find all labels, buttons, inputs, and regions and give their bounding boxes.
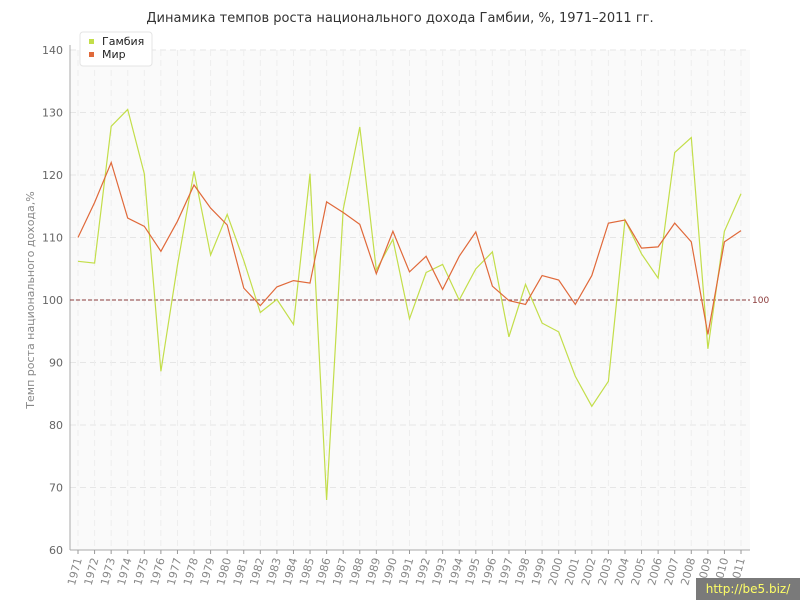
- watermark: http://be5.biz/: [696, 578, 800, 600]
- y-tick-label: 120: [42, 169, 63, 182]
- x-axis-ticks: 1971197219731974197519761977197819791980…: [65, 550, 748, 587]
- legend-entry: Гамбия: [102, 35, 144, 48]
- y-tick-label: 110: [42, 232, 63, 245]
- y-tick-label: 60: [49, 544, 63, 557]
- y-tick-label: 140: [42, 44, 63, 57]
- y-axis-label: Темп роста национального дохода,%: [24, 191, 37, 409]
- y-tick-label: 90: [49, 357, 63, 370]
- legend-box: [79, 31, 153, 67]
- reference-line-group: 100: [70, 296, 769, 306]
- y-axis-ticks: 60 70 80 90 100 110 120 130 140: [42, 44, 63, 557]
- legend-entry: Мир: [102, 48, 126, 61]
- series-line-gambia: [77, 108, 742, 501]
- series-line-world: [77, 160, 742, 335]
- y-tick-label: 130: [42, 107, 63, 120]
- reference-line-label: 100: [752, 296, 769, 306]
- legend-swatch: [89, 39, 94, 44]
- y-tick-label: 70: [49, 482, 63, 495]
- y-tick-label: 100: [42, 294, 63, 307]
- legend-swatch: [89, 52, 94, 57]
- chart-title: Динамика темпов роста национального дохо…: [146, 11, 653, 26]
- y-tick-label: 80: [49, 419, 63, 432]
- series-group: [77, 108, 742, 501]
